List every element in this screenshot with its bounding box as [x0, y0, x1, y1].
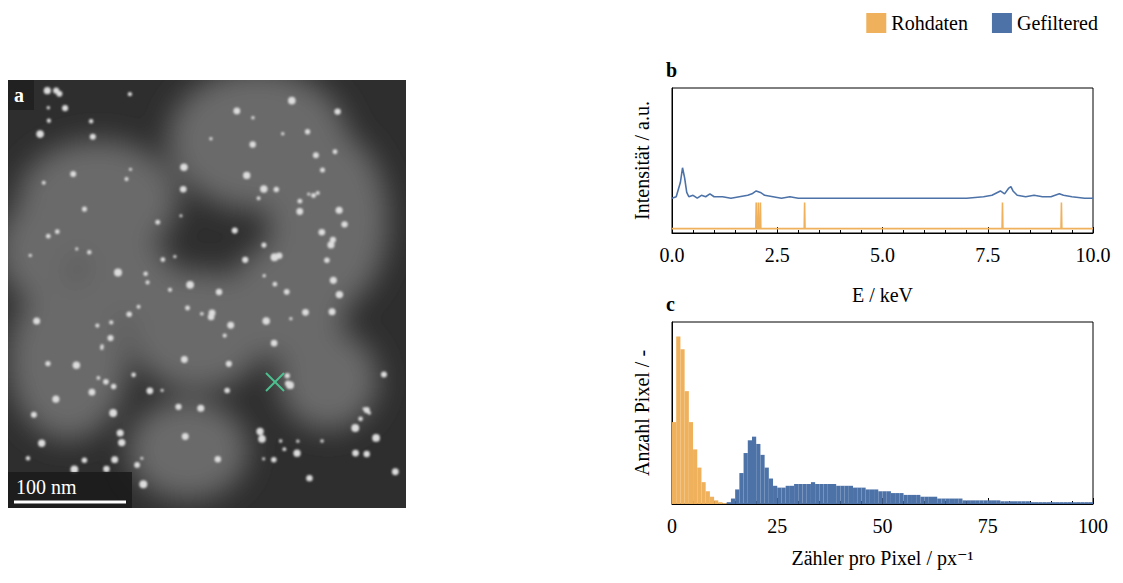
svg-text:a: a: [14, 84, 24, 106]
svg-text:Zähler pro Pixel / px⁻¹: Zähler pro Pixel / px⁻¹: [791, 547, 973, 570]
svg-text:0: 0: [667, 515, 677, 537]
svg-text:75: 75: [978, 515, 998, 537]
svg-text:Rohdaten: Rohdaten: [891, 12, 968, 34]
svg-text:Gefiltered: Gefiltered: [1017, 12, 1098, 34]
svg-text:10.0: 10.0: [1076, 244, 1111, 266]
svg-text:2.5: 2.5: [765, 244, 790, 266]
svg-text:Intensität / a.u.: Intensität / a.u.: [631, 101, 653, 220]
svg-text:c: c: [666, 293, 675, 315]
svg-text:0.0: 0.0: [660, 244, 685, 266]
svg-text:25: 25: [767, 515, 787, 537]
svg-text:7.5: 7.5: [975, 244, 1000, 266]
svg-text:100 nm: 100 nm: [16, 476, 77, 498]
svg-text:Anzahl Pixel / -: Anzahl Pixel / -: [631, 350, 653, 476]
svg-text:100: 100: [1078, 515, 1108, 537]
svg-text:5.0: 5.0: [870, 244, 895, 266]
svg-text:b: b: [666, 59, 677, 81]
svg-text:50: 50: [873, 515, 893, 537]
svg-text:E / keV: E / keV: [852, 284, 914, 306]
